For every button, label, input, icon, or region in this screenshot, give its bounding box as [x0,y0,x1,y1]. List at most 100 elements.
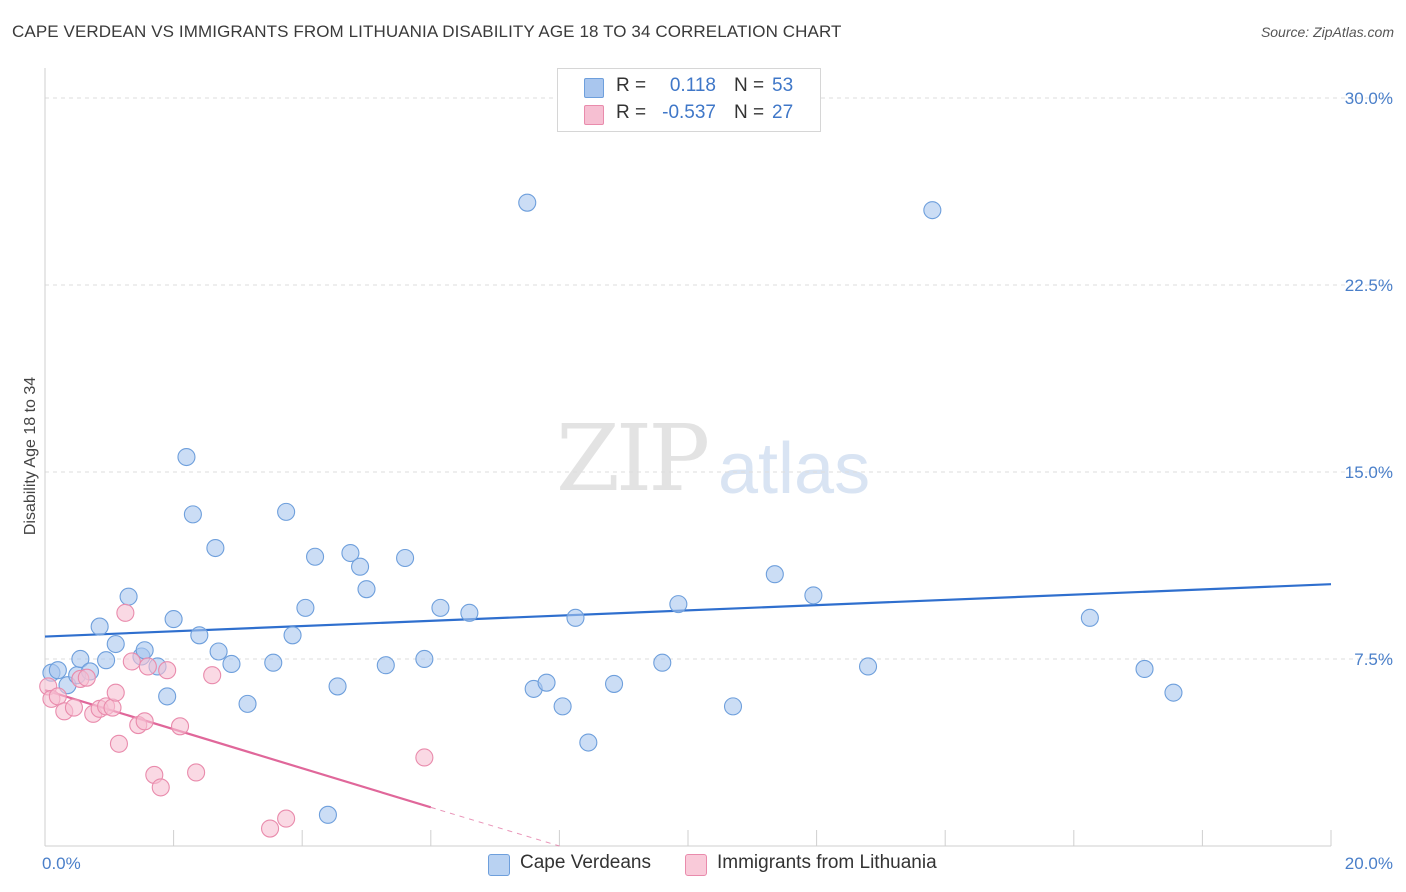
chart-title: CAPE VERDEAN VS IMMIGRANTS FROM LITHUANI… [12,22,842,41]
legend-n-value: 53 [772,75,794,96]
trend-lines [44,583,1332,847]
cape-verdean-point [653,653,672,672]
lithuania-point [77,668,96,687]
series-swatch-pink [685,854,707,876]
lithuania-trend-extension [430,806,560,847]
legend-row-cape-verdeans: R = 0.118 N = 53 [558,74,820,100]
cape-verdean-point [1080,608,1099,627]
lithuania-point [151,778,170,797]
series-legend: Cape Verdeans Immigrants from Lithuania [0,852,1406,878]
cape-verdean-point [923,201,942,220]
cape-verdean-point [238,694,257,713]
lithuania-point [260,819,280,838]
y-tick-label: 7.5% [1354,650,1393,669]
lithuania-point [158,661,177,680]
legend-swatch-blue [584,78,604,98]
cape-verdean-point [566,608,585,627]
cape-verdean-point [341,543,360,563]
cape-verdean-point [318,805,337,824]
cape-verdean-point [357,580,376,599]
lithuania-point [187,763,206,782]
lithuania-point [109,734,128,753]
cape-verdean-point [431,598,450,617]
cape-verdean-point [190,626,209,645]
cape-verdean-point [553,697,572,716]
legend-r-label: R = [616,75,647,96]
cape-verdean-point [222,654,241,674]
cape-verdean-point [765,565,784,584]
legend-n-value: 27 [772,102,794,123]
cape-verdean-point [460,603,479,622]
y-tick-label: 22.5% [1345,276,1393,295]
cape-verdean-point [306,547,325,566]
cape-verdean-point [119,587,138,606]
legend-row-lithuania: R = -0.537 N = 27 [558,101,820,127]
lithuania-point [122,652,141,671]
watermark-zip: ZIP [556,405,710,512]
y-axis-label: Disability Age 18 to 34 [22,377,39,535]
cape-verdean-point [106,634,125,654]
lithuania-point [106,683,125,702]
cape-verdean-trend-line [44,583,1332,638]
cape-verdean-point [283,626,302,645]
y-tick-label: 30.0% [1345,89,1393,108]
cape-verdean-point [209,642,228,661]
lithuania-point [64,698,83,717]
cape-verdean-point [537,673,556,692]
x-tick-label: 20.0% [1345,854,1393,873]
cape-verdean-point [48,661,67,680]
cape-verdean-point [97,651,116,670]
cape-verdean-point [518,193,537,212]
series-swatch-blue [488,854,510,876]
lithuania-point [415,748,434,767]
legend-n-label: N = [734,102,765,123]
x-tick-label: 0.0% [42,854,81,873]
cape-verdean-point [264,653,283,672]
series-label: Immigrants from Lithuania [717,852,937,873]
cape-verdean-point [277,502,296,521]
legend-r-value: 0.118 [669,75,716,96]
lithuania-point [48,687,67,706]
cape-verdean-point [804,586,823,605]
cape-verdean-point [351,557,370,576]
cape-verdean-point [579,733,598,752]
lithuania-point [170,717,190,736]
source-label: Source: ZipAtlas.com [1260,24,1394,40]
data-points [39,193,1183,838]
cape-verdean-point [206,538,225,558]
watermark-atlas: atlas [718,429,871,509]
legend-r-label: R = [616,102,647,123]
lithuania-point [138,657,157,676]
grid-lines [45,97,1392,660]
cape-verdean-point [396,548,415,568]
cape-verdean-point [183,505,202,524]
cape-verdean-point [90,617,109,636]
axes [44,68,1332,847]
legend-n-label: N = [734,75,765,96]
cape-verdean-point [376,656,395,675]
cape-verdean-point [328,677,347,696]
cape-verdean-point [858,657,878,676]
y-tick-label: 15.0% [1345,463,1393,482]
lithuania-point [135,712,154,731]
lithuania-point [277,809,296,828]
cape-verdean-point [415,649,434,669]
correlation-legend: R = 0.118 N = 53 R = -0.537 N = 27 [557,68,821,132]
cape-verdean-point [164,610,183,629]
cape-verdean-point [71,649,90,669]
lithuania-point [116,603,135,622]
tick-labels: 7.5% 15.0% 22.5% 30.0% 0.0% 20.0% [42,89,1393,873]
cape-verdean-point [1135,659,1154,679]
cape-verdean-point [158,687,177,706]
legend-swatch-pink [584,105,604,125]
lithuania-point [203,666,222,685]
cape-verdean-point [605,674,624,693]
cape-verdean-point [1164,683,1183,702]
series-label: Cape Verdeans [520,852,651,873]
cape-verdean-point [296,598,315,617]
cape-verdean-point [177,447,196,467]
legend-r-value: -0.537 [662,102,716,123]
lithuania-point [103,698,122,717]
cape-verdean-point [669,595,688,614]
